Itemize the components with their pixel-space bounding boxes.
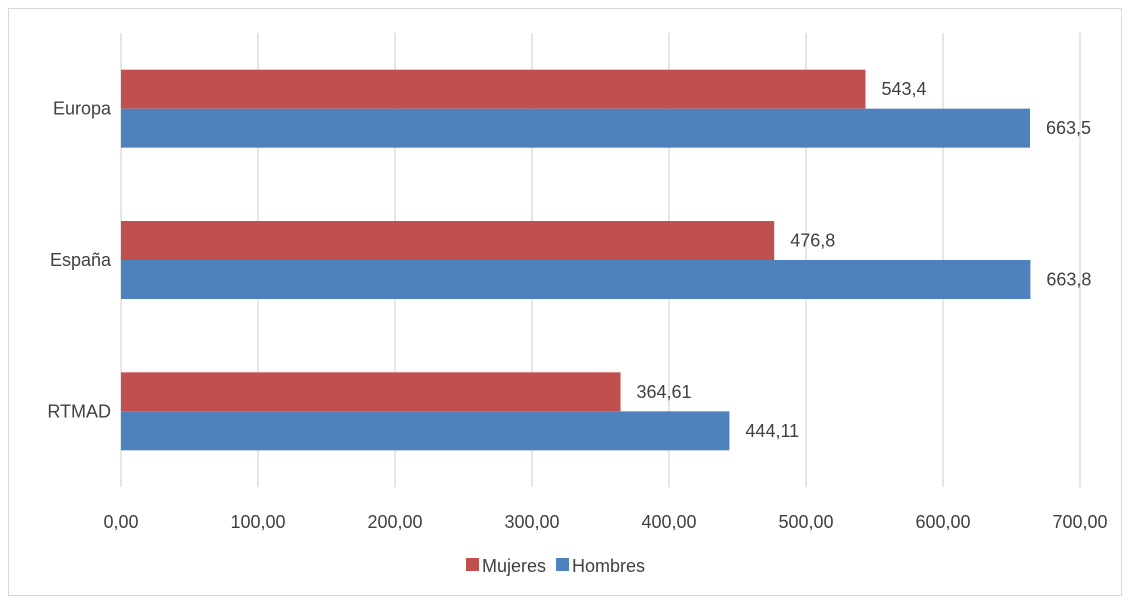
bar [121,411,730,451]
legend-swatch [556,558,570,571]
data-labels: 543,4 663,5 476,8 663,8 364,61 444,11 [637,79,1092,441]
bar [121,221,775,260]
bars [121,69,1031,451]
data-label: 663,5 [1046,118,1091,138]
bar [121,108,1030,148]
legend-label: Mujeres [482,556,546,576]
data-label: 663,8 [1046,270,1091,290]
legend-label: Hombres [572,556,645,576]
x-tick-label: 400,00 [641,512,696,532]
category-label: España [50,250,112,270]
legend: Mujeres Hombres [466,556,645,576]
category-label: RTMAD [47,401,111,421]
x-tick-label: 700,00 [1052,512,1107,532]
data-label: 444,11 [745,421,799,441]
x-tick-label: 500,00 [778,512,833,532]
x-tick-label: 100,00 [230,512,285,532]
bar [121,260,1031,299]
data-label: 364,61 [637,382,692,402]
x-axis-ticks: 0,00 100,00 200,00 300,00 400,00 500,00 600,00… [103,512,1107,532]
category-label: Europa [53,99,112,119]
x-tick-label: 300,00 [504,512,559,532]
data-label: 476,8 [790,231,835,251]
y-axis-categories: Europa España RTMAD [47,99,112,422]
bar [121,69,866,109]
x-tick-label: 200,00 [367,512,422,532]
x-tick-label: 0,00 [103,512,138,532]
bar [121,372,621,412]
x-tick-label: 600,00 [915,512,970,532]
data-label: 543,4 [881,79,926,99]
legend-swatch [466,558,479,571]
